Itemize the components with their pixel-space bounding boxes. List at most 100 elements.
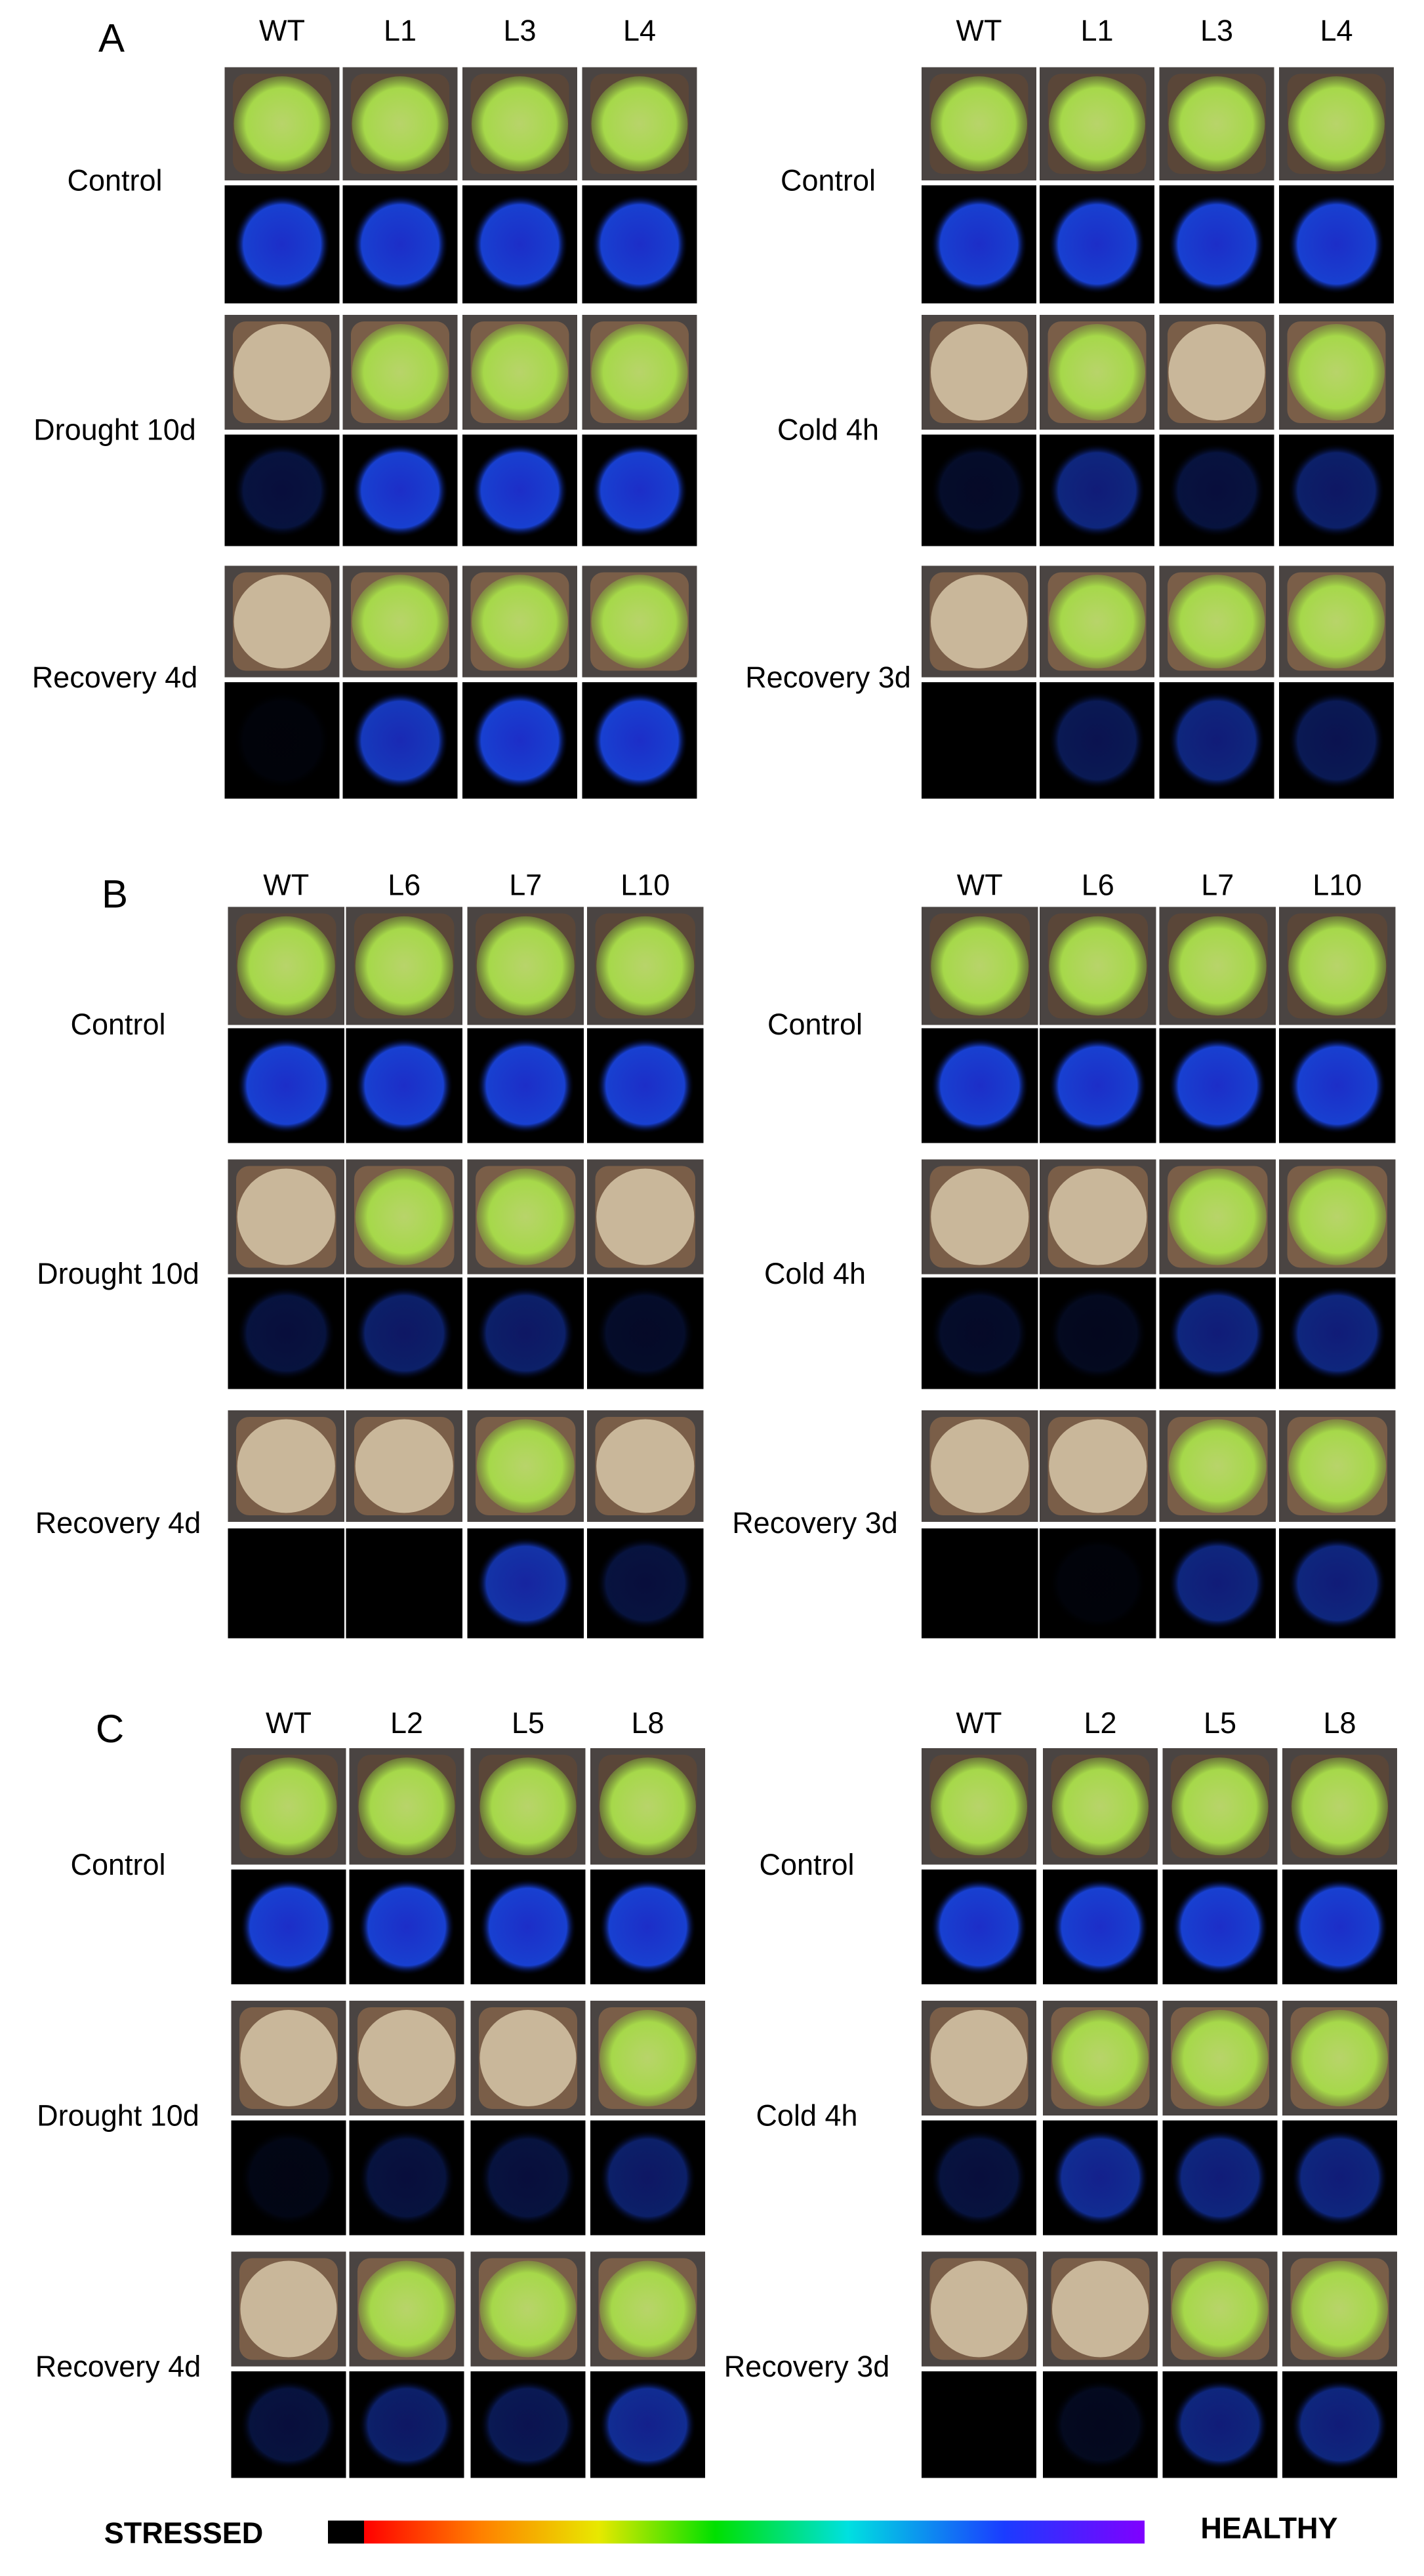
fluorescence-rosette — [472, 194, 568, 295]
rosette — [1288, 1168, 1387, 1265]
rosette — [1051, 1757, 1149, 1856]
fluorescence-rosette — [1288, 1286, 1387, 1380]
rosette — [234, 76, 331, 172]
rosette — [358, 1757, 455, 1856]
column-header: L3 — [1200, 14, 1233, 47]
column-header: L8 — [631, 1706, 664, 1740]
column-header: L2 — [1084, 1706, 1116, 1740]
rosette — [930, 2009, 1027, 2106]
fluorescence-rosette — [930, 443, 1027, 537]
row-label: Cold 4h — [777, 413, 879, 447]
rosette — [591, 76, 688, 172]
column-header: L7 — [1201, 868, 1234, 901]
rosette — [476, 1419, 575, 1513]
fluorescence-rosette — [1048, 691, 1145, 790]
fluorescence-rosette — [1168, 194, 1265, 295]
rosette — [930, 1757, 1027, 1856]
fluorescence-image — [346, 1528, 462, 1639]
rosette — [1049, 916, 1147, 1016]
fluorescence-rosette — [1288, 194, 1385, 295]
column-header: WT — [956, 14, 1002, 47]
panel-label: B — [102, 872, 128, 916]
rosette — [931, 1168, 1029, 1265]
rosette — [1051, 2009, 1149, 2106]
column-header: L4 — [1320, 14, 1353, 47]
row-label: Recovery 3d — [724, 2350, 890, 2383]
rosette — [931, 1419, 1029, 1513]
rosette — [472, 324, 568, 420]
row-label: Recovery 4d — [35, 2350, 201, 2383]
rosette — [1168, 575, 1265, 668]
column-header: L1 — [384, 14, 417, 47]
rosette — [358, 2260, 455, 2358]
fluorescence-rosette — [240, 1878, 337, 1975]
fluorescence-rosette — [234, 194, 331, 295]
fluorescence-rosette — [931, 1037, 1029, 1134]
fluorescence-rosette — [600, 1878, 696, 1975]
fluorescence-rosette — [1288, 691, 1385, 790]
fluorescence-rosette — [1168, 1537, 1267, 1630]
fluorescence-rosette — [358, 2129, 455, 2226]
row-label: Recovery 4d — [35, 1506, 201, 1540]
rosette — [358, 2009, 455, 2106]
panel-label: C — [96, 1707, 124, 1751]
rosette — [1049, 1168, 1147, 1265]
rosette — [479, 2009, 577, 2106]
fluorescence-rosette — [1168, 1286, 1267, 1380]
column-header: L2 — [390, 1706, 423, 1740]
fluorescence-rosette — [1288, 1537, 1387, 1630]
fluorescence-rosette — [237, 1037, 335, 1134]
rosette — [1288, 916, 1387, 1016]
fluorescence-rosette — [1048, 194, 1145, 295]
row-label: Control — [67, 164, 162, 197]
rosette — [596, 916, 695, 1016]
rosette — [355, 1419, 453, 1513]
rosette — [1168, 76, 1265, 172]
fluorescence-rosette — [476, 1537, 575, 1630]
row-label: Recovery 4d — [32, 661, 198, 694]
fluorescence-rosette — [240, 2379, 337, 2470]
rosette — [1049, 1419, 1147, 1513]
rosette — [1168, 324, 1265, 420]
fluorescence-rosette — [234, 443, 331, 537]
fluorescence-rosette — [358, 1878, 455, 1975]
row-label: Control — [70, 1848, 165, 1881]
fluorescence-rosette — [591, 443, 688, 537]
fluorescence-rosette — [931, 1286, 1029, 1380]
rosette — [596, 1168, 695, 1265]
fluorescence-rosette — [930, 2129, 1027, 2226]
rosette — [1291, 2009, 1388, 2106]
rosette — [240, 1757, 337, 1856]
colorbar-left-label: STRESSED — [104, 2516, 264, 2550]
fluorescence-rosette — [1288, 443, 1385, 537]
fluorescence-rosette — [600, 2379, 696, 2470]
fluorescence-rosette — [1051, 2129, 1149, 2226]
colorbar-right-label: HEALTHY — [1200, 2511, 1337, 2545]
row-label: Drought 10d — [37, 2099, 199, 2133]
rosette — [237, 1419, 335, 1513]
panel-label: A — [98, 16, 125, 60]
rosette — [472, 575, 568, 668]
rosette — [600, 1757, 696, 1856]
rosette — [479, 2260, 577, 2358]
rosette — [352, 324, 449, 420]
fluorescence-rosette — [476, 1037, 575, 1134]
column-header: WT — [263, 868, 309, 901]
column-header: L1 — [1080, 14, 1113, 47]
fluorescence-rosette — [596, 1037, 695, 1134]
rosette — [1168, 916, 1267, 1016]
column-header: L8 — [1323, 1706, 1356, 1740]
fluorescence-rosette — [1171, 1878, 1269, 1975]
fluorescence-rosette — [472, 691, 568, 790]
rosette — [234, 575, 331, 668]
fluorescence-rosette — [596, 1286, 695, 1380]
fluorescence-rosette — [355, 1037, 453, 1134]
column-header: WT — [266, 1706, 312, 1740]
row-label: Control — [70, 1008, 165, 1041]
row-label: Control — [767, 1008, 863, 1041]
fluorescence-rosette — [591, 194, 688, 295]
rosette — [931, 916, 1029, 1016]
rosette — [1048, 76, 1145, 172]
fluorescence-rosette — [240, 2129, 337, 2226]
